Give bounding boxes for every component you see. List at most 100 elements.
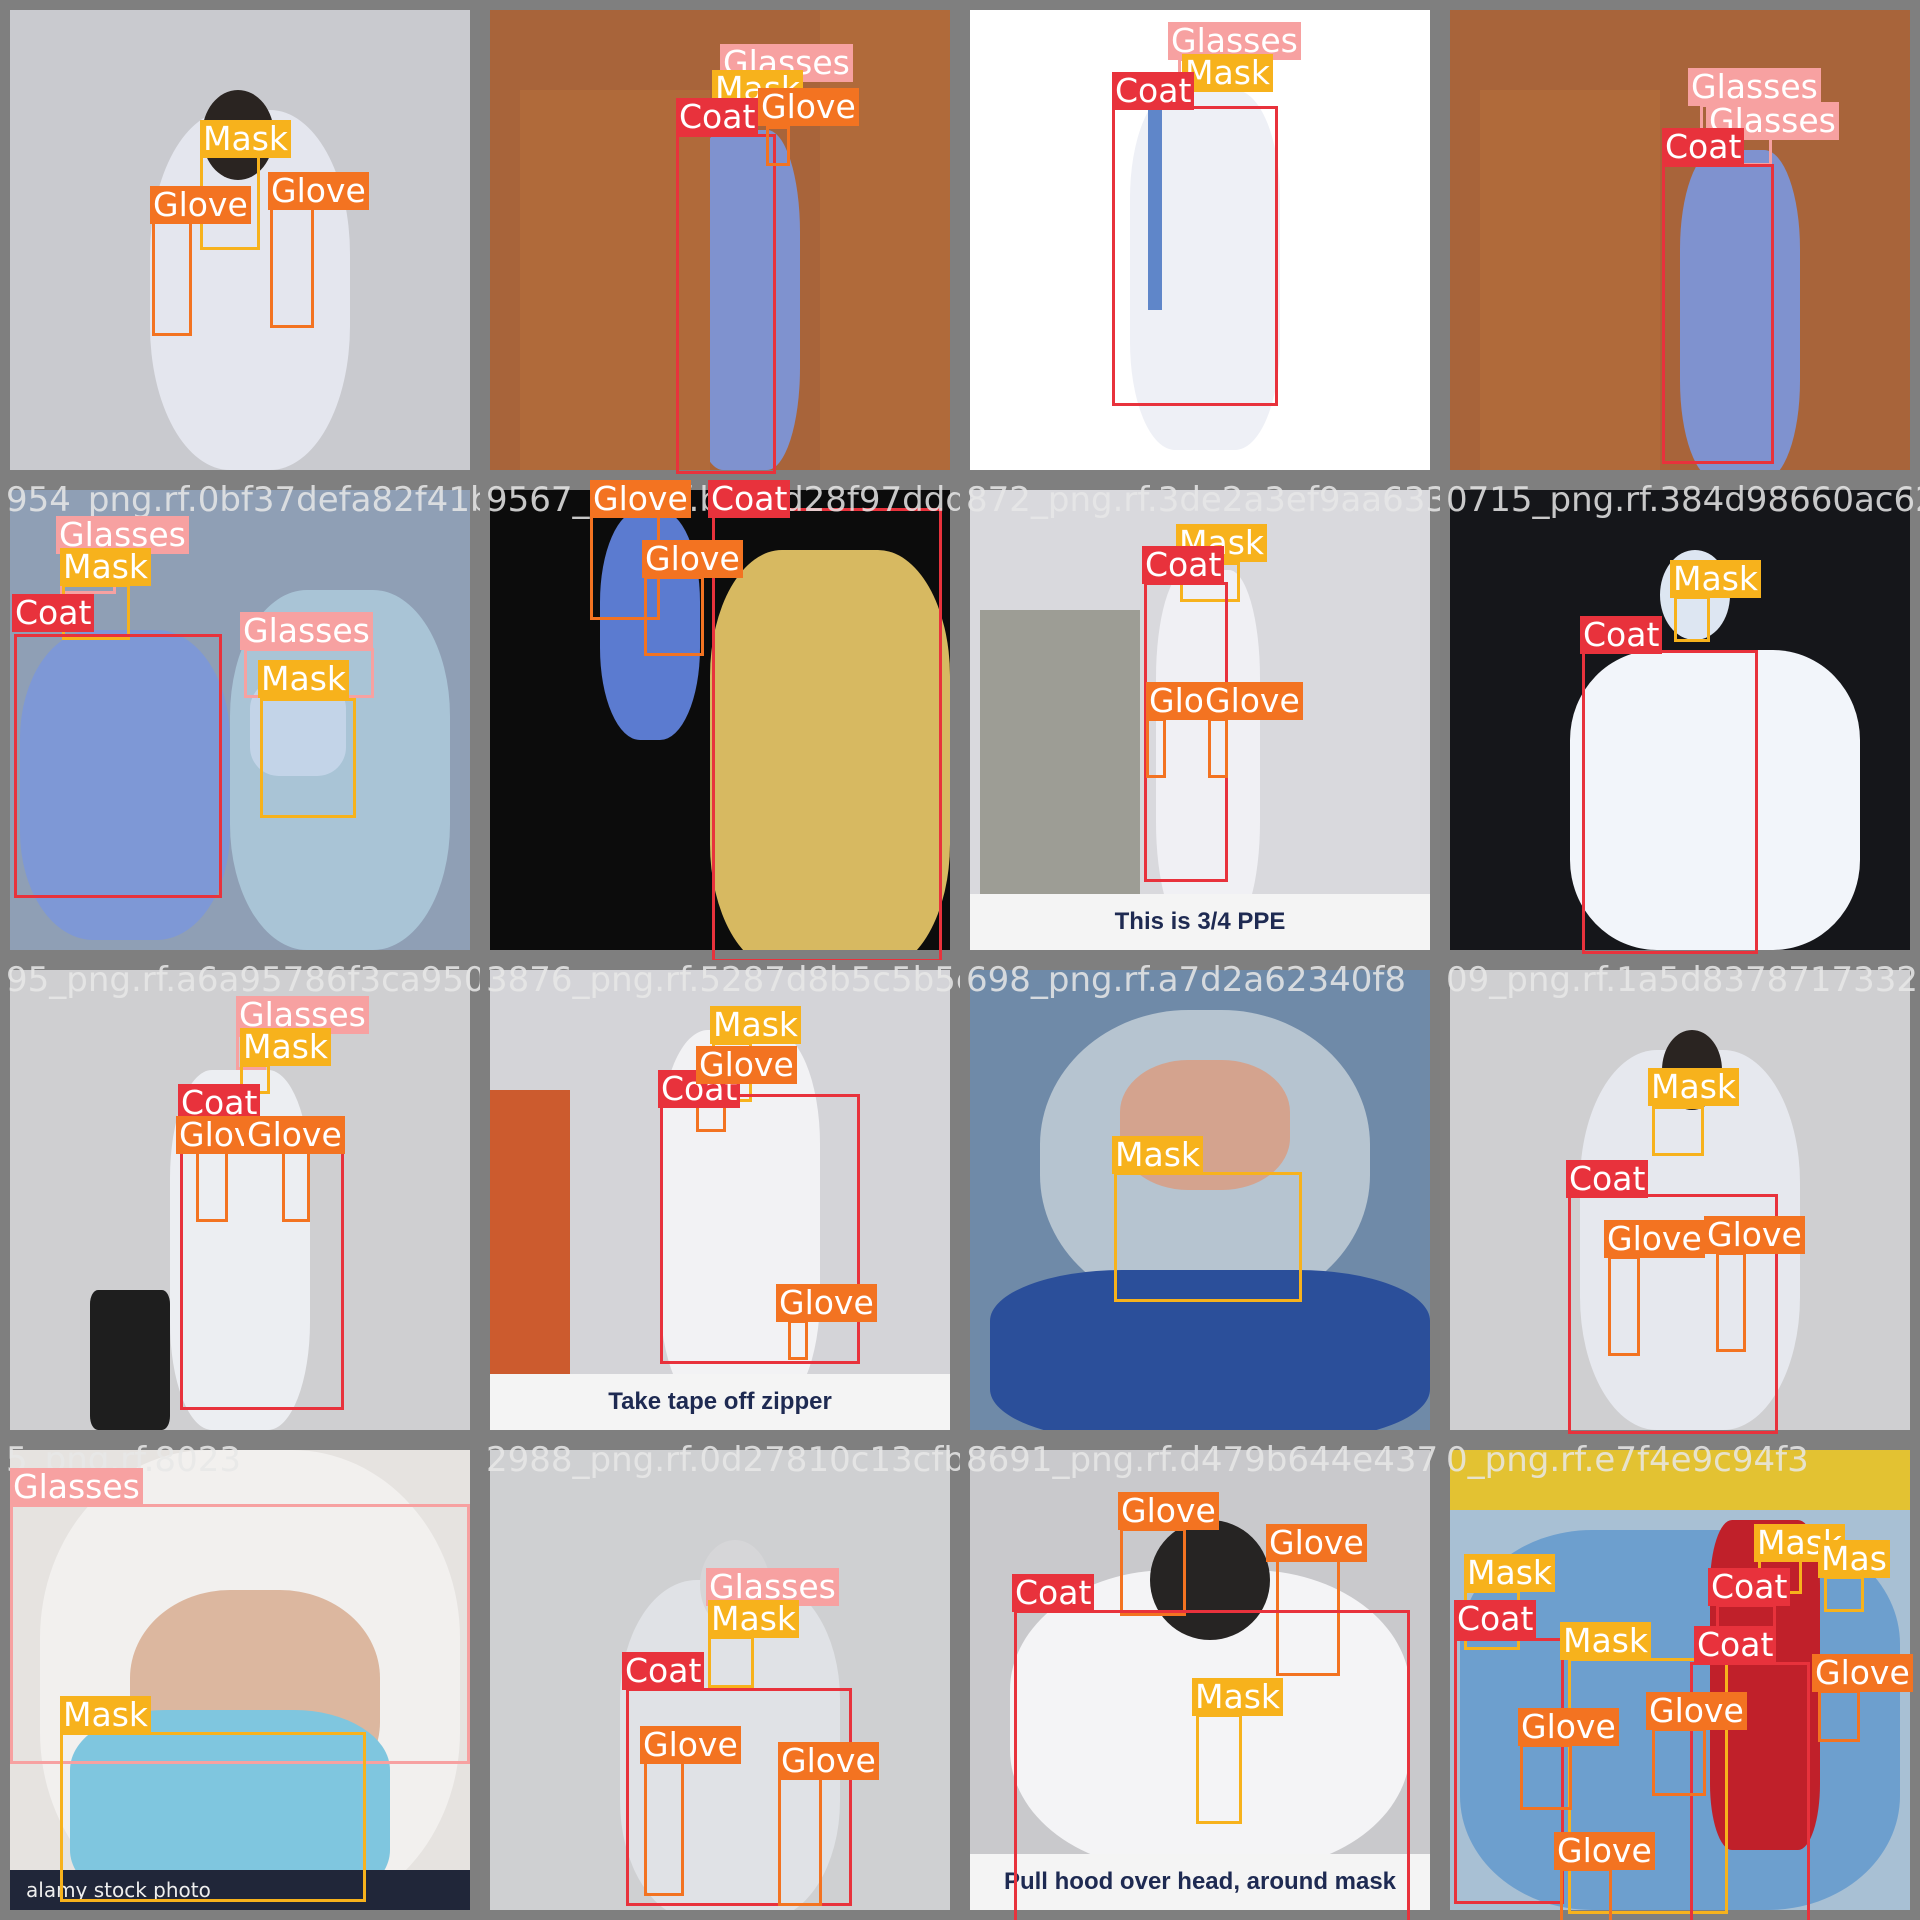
bbox-label-glove: Glove (1646, 1692, 1747, 1730)
bbox-label-mask: Mask (1648, 1068, 1739, 1106)
bbox-glove (1652, 1728, 1706, 1796)
bbox-label-glasses: Glasses (56, 516, 189, 554)
bbox-label-glove: Glove (1812, 1654, 1913, 1692)
bbox-label-mask: Mask (1670, 560, 1761, 598)
bbox-mask (1196, 1714, 1242, 1824)
bbox-mask (260, 698, 356, 818)
bbox-label-glasses: Glasses (10, 1468, 143, 1506)
bbox-label-coat: Coat (1566, 1160, 1649, 1198)
bbox-label-glove: Glove (640, 1726, 741, 1764)
bbox-label-glove: Glove (642, 540, 743, 578)
mosaic-tile: Pull hood over head, around mask Glove Glo… (960, 1440, 1440, 1920)
mosaic-tile: alamy stock photo Glasses Mask 5_png.rf.802… (0, 1440, 480, 1920)
bbox-label-coat: Coat (1142, 546, 1225, 584)
bbox-label-glove: Glove (1604, 1220, 1705, 1258)
bbox-label-coat: Coat (1012, 1574, 1095, 1612)
mosaic-tile: This is 3/4 PPE Mask Coat Glo Glove 872_png.r… (960, 480, 1440, 960)
bbox-label-glove: Glove (1202, 682, 1303, 720)
bbox-label-mask: Mask (60, 548, 151, 586)
bbox-label-coat: Coat (1112, 72, 1195, 110)
bbox-label-mask: Mask (710, 1006, 801, 1044)
video-caption: Take tape off zipper (490, 1374, 950, 1430)
bbox-coat (1662, 164, 1774, 464)
bbox-mask (1674, 596, 1710, 642)
bbox-label-glove: Glo (1146, 682, 1207, 720)
bbox-glasses (10, 1504, 470, 1764)
bbox-label-coat: Coat (622, 1652, 705, 1690)
bbox-label-glove: Glove (268, 172, 369, 210)
bbox-label-coat: Coat (1454, 1600, 1537, 1638)
scene-shape (1680, 150, 1800, 470)
mosaic-tile: Glasses Mask Coat Glasses Mask 954_png.rf.0bf… (0, 480, 480, 960)
mosaic-tile: Mask Coat 0715_png.rf.384d98660ac62d (1440, 480, 1920, 960)
mosaic-tile: Glasses Mask Coat Glove Glove 2988_png.rf.0d2… (480, 1440, 960, 1920)
bbox-label-mask: Mask (258, 660, 349, 698)
bbox-mask (1652, 1106, 1704, 1156)
scene-shape (490, 1090, 570, 1390)
scene-shape (710, 550, 950, 950)
bbox-label-glove: Glove (1118, 1492, 1219, 1530)
mosaic-tile: Mask Glove Glove (0, 0, 480, 480)
bbox-glove (1520, 1744, 1572, 1810)
bbox-label-glasses: Glasses (1168, 22, 1301, 60)
bbox-glove (788, 1320, 808, 1360)
mosaic-tile: GloveCoatGlove9567_png.rf.bca8d28f97ddd5 (480, 480, 960, 960)
bbox-coat (14, 634, 222, 898)
scene-shape (990, 1270, 1430, 1430)
scene-shape (1570, 650, 1860, 950)
bbox-glove (1716, 1252, 1746, 1352)
bbox-label-mask: Mask (1182, 54, 1273, 92)
mosaic-tile: Mask Coat Glove Glove 09_png.rf.1a5d83787173… (1440, 960, 1920, 1440)
bbox-label-glove: Glove (696, 1046, 797, 1084)
scene-shape (90, 1290, 170, 1430)
bbox-label-glasses: Glasses (240, 612, 373, 650)
bbox-label-mask: Mask (200, 120, 291, 158)
bbox-label-glove: Glove (1266, 1524, 1367, 1562)
bbox-label-glasses: Glasses (706, 1568, 839, 1606)
bbox-glove (270, 206, 314, 328)
bbox-label-coat: Coat (1708, 1568, 1791, 1606)
bbox-coat (660, 1094, 860, 1364)
bbox-label-coat: Coat (12, 594, 95, 632)
bbox-coat (1014, 1610, 1410, 1920)
bbox-glove (644, 1760, 684, 1896)
bbox-glove (152, 220, 192, 336)
bbox-label-glove: Glove (150, 186, 251, 224)
bbox-mask (708, 1636, 754, 1688)
bbox-label-glove: Glove (758, 88, 859, 126)
bbox-coat (626, 1688, 852, 1906)
bbox-label-mask: Mask (1112, 1136, 1203, 1174)
mosaic-tile: Glasses Glasses Coat (1440, 0, 1920, 480)
bbox-label-coat: Coat (178, 1084, 261, 1122)
bbox-coat (712, 508, 942, 960)
bbox-coat (1568, 1194, 1778, 1434)
scene-shape (1148, 110, 1162, 310)
bbox-glove (1560, 1868, 1612, 1920)
scene-shape (980, 610, 1140, 910)
bbox-glove (1146, 718, 1166, 778)
bbox-mask (1824, 1576, 1864, 1612)
stock-watermark: alamy stock photo (10, 1870, 470, 1910)
video-caption: This is 3/4 PPE (970, 894, 1430, 950)
bbox-glove (1208, 718, 1228, 778)
bbox-label-mask: Mas (1818, 1540, 1890, 1578)
bbox-label-mask: Mask (1464, 1554, 1555, 1592)
bbox-label-glove: Glove (776, 1284, 877, 1322)
bbox-coat (1454, 1638, 1564, 1904)
bbox-glove (766, 126, 790, 166)
mosaic-tile: Glasses Mask Coat Glove Glove 95_png.rf.a6a95… (0, 960, 480, 1440)
tile-photo: alamy stock photo (10, 1450, 470, 1910)
tile-photo (970, 10, 1430, 470)
bbox-label-glove: Glove (1704, 1216, 1805, 1254)
bbox-glove (644, 576, 704, 656)
bbox-glove (1818, 1690, 1860, 1742)
mosaic-tile: Mask Mask Mas Coat Coat Mask Coat Glove Glove Glo… (1440, 1440, 1920, 1920)
bbox-glove (1120, 1528, 1186, 1616)
bbox-glove (778, 1776, 822, 1906)
scene-shape (1450, 1450, 1910, 1510)
bbox-label-mask: Mask (1560, 1622, 1651, 1660)
bbox-label-glasses: Glasses (236, 996, 369, 1034)
bbox-coat (1582, 650, 1758, 954)
bbox-label-mask: Mask (60, 1696, 151, 1734)
bbox-label-coat: Coat (1694, 1626, 1777, 1664)
